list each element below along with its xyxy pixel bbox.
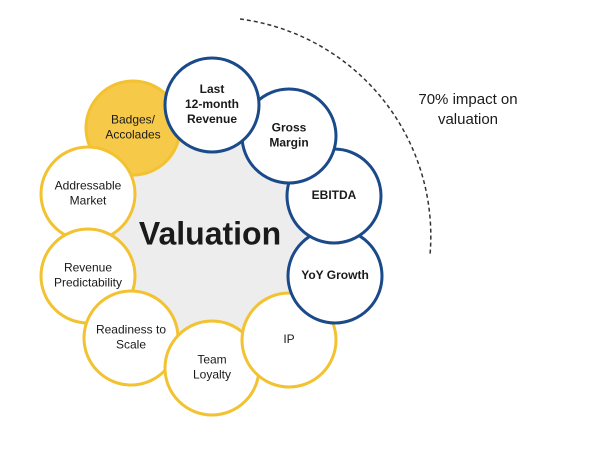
node-label: IP bbox=[283, 332, 294, 346]
node-label: Market bbox=[70, 194, 107, 208]
node-label: Predictability bbox=[54, 276, 122, 290]
node-label: Addressable bbox=[55, 179, 122, 193]
annotation-line: valuation bbox=[438, 111, 498, 128]
node-label: Loyalty bbox=[193, 368, 231, 382]
node-label: Last bbox=[200, 82, 225, 96]
node-label: EBITDA bbox=[312, 188, 357, 202]
node-label: Team bbox=[197, 353, 226, 367]
annotation-line: 70% impact on bbox=[418, 91, 517, 108]
node-label: Badges/ bbox=[111, 113, 156, 127]
node-label: Scale bbox=[116, 338, 146, 352]
node-label: Revenue bbox=[187, 112, 237, 126]
node-label: YoY Growth bbox=[301, 268, 369, 282]
node-label: Revenue bbox=[64, 261, 112, 275]
node-label: Readiness to bbox=[96, 323, 166, 337]
node-label: 12-month bbox=[185, 97, 239, 111]
node-circle bbox=[163, 56, 261, 154]
node-label: Margin bbox=[269, 136, 308, 150]
center-title: Valuation bbox=[139, 215, 281, 251]
node-label: Accolades bbox=[105, 128, 160, 142]
node-label: Gross bbox=[272, 121, 307, 135]
